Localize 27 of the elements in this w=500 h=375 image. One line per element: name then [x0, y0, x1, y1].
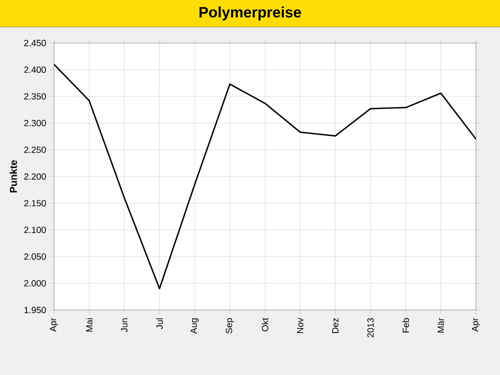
x-tick-label: Mär	[438, 318, 444, 332]
y-tick-label: 2.250	[24, 146, 46, 153]
x-tick-label: Aug	[190, 318, 199, 334]
x-tick-label: Mai	[86, 318, 92, 332]
x-tick-label: Sep	[226, 318, 234, 334]
line-series	[54, 64, 476, 290]
y-tick-label: 2.350	[24, 93, 46, 100]
y-tick-label: 2.100	[24, 226, 46, 234]
x-tick-label: Jun	[121, 318, 128, 332]
x-tick-label: Nov	[297, 318, 304, 333]
y-tick-label: 2.150	[24, 200, 46, 206]
x-tick-label: Dez	[332, 318, 338, 333]
x-tick-label: Feb	[402, 318, 409, 332]
y-tick-label: 1.950	[24, 306, 46, 314]
x-tick-label: Apr	[50, 318, 58, 332]
y-tick-label: 2.200	[24, 173, 46, 180]
y-tick-label: 2.450	[24, 40, 46, 46]
y-tick-label: 2.000	[24, 280, 46, 286]
y-tick-label: 2.300	[24, 120, 46, 126]
chart-title: Polymerpreise	[200, 6, 301, 20]
y-tick-label: 2.050	[24, 253, 46, 260]
y-axis-title: Punkte	[10, 160, 17, 192]
x-tick-label: Jul	[156, 318, 163, 330]
x-tick-label: Apr	[472, 318, 480, 332]
x-tick-label: 2013	[367, 318, 374, 338]
y-tick-label: 2.400	[24, 66, 46, 73]
x-tick-label: Okt	[262, 318, 268, 332]
